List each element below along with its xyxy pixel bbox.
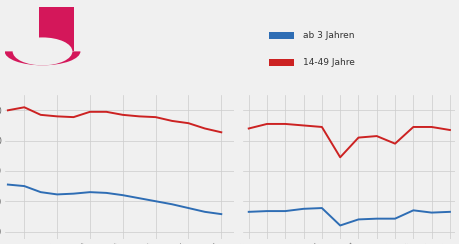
Bar [9, 7, 39, 51]
Bar [9, 7, 73, 51]
Ellipse shape [12, 37, 72, 65]
Bar [268, 32, 294, 39]
Text: ab 3 Jahren: ab 3 Jahren [302, 31, 353, 40]
Wedge shape [5, 51, 80, 65]
Text: 14-49 Jahre: 14-49 Jahre [302, 58, 354, 67]
Bar [268, 59, 294, 66]
